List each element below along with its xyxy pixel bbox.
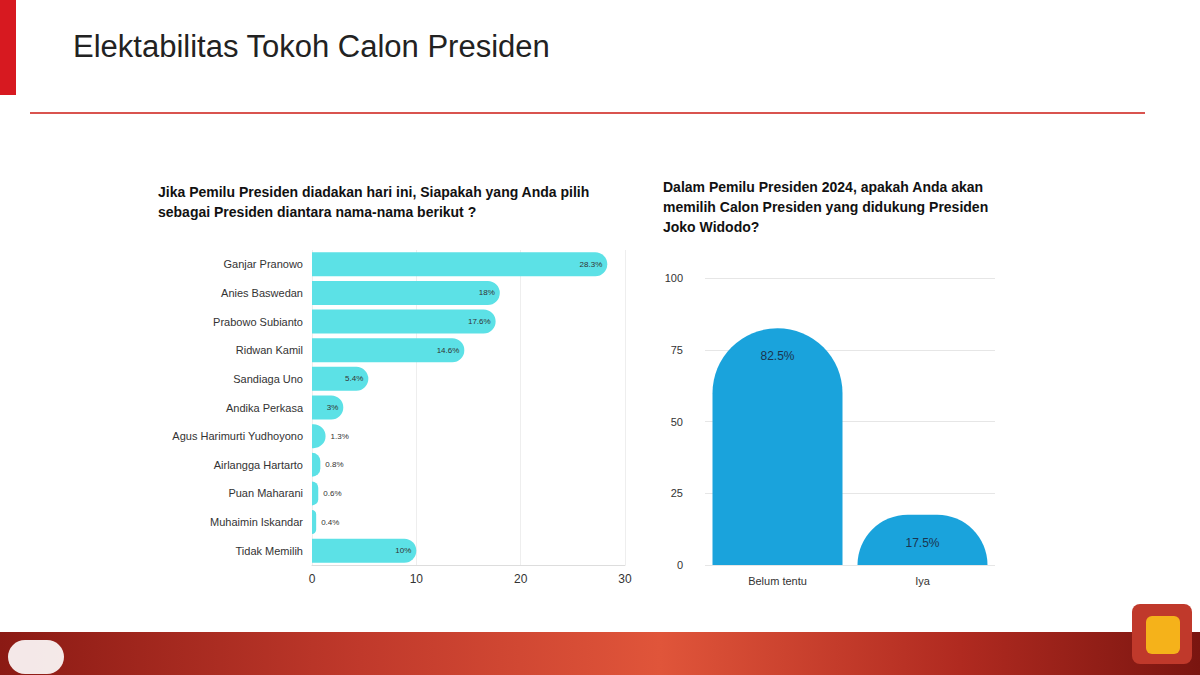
svg-text:Agus Harimurti Yudhoyono: Agus Harimurti Yudhoyono <box>172 430 303 442</box>
svg-text:17.5%: 17.5% <box>905 536 939 550</box>
svg-text:Airlangga Hartarto: Airlangga Hartarto <box>214 459 303 471</box>
svg-text:Ridwan Kamil: Ridwan Kamil <box>236 344 303 356</box>
svg-text:28.3%: 28.3% <box>580 260 603 269</box>
svg-text:memilih Calon Presiden yang di: memilih Calon Presiden yang didukung Pre… <box>663 199 992 215</box>
svg-text:Prabowo Subianto: Prabowo Subianto <box>213 316 303 328</box>
svg-text:0.8%: 0.8% <box>325 460 343 469</box>
svg-text:14.6%: 14.6% <box>437 346 460 355</box>
svg-text:Sandiaga Uno: Sandiaga Uno <box>233 373 303 385</box>
svg-text:Muhaimin Iskandar: Muhaimin Iskandar <box>210 516 303 528</box>
svg-text:82.5%: 82.5% <box>760 349 794 363</box>
svg-text:Jika Pemilu Presiden diadakan: Jika Pemilu Presiden diadakan hari ini, … <box>158 184 593 200</box>
svg-text:0: 0 <box>677 559 683 571</box>
svg-text:Iya: Iya <box>915 575 931 587</box>
svg-text:0: 0 <box>309 572 316 586</box>
svg-text:Elektabilitas Tokoh Calon Pres: Elektabilitas Tokoh Calon Presiden <box>73 29 550 64</box>
svg-text:25: 25 <box>671 487 683 499</box>
svg-text:18%: 18% <box>479 288 495 297</box>
svg-text:5.4%: 5.4% <box>345 374 363 383</box>
svg-text:10%: 10% <box>395 546 411 555</box>
svg-text:Andika Perkasa: Andika Perkasa <box>226 402 304 414</box>
svg-text:20: 20 <box>514 572 528 586</box>
svg-text:30: 30 <box>618 572 632 586</box>
svg-text:3%: 3% <box>327 403 339 412</box>
svg-text:50: 50 <box>671 416 683 428</box>
svg-text:sebagai Presiden diantara nama: sebagai Presiden diantara nama-nama beri… <box>158 204 476 220</box>
svg-text:10: 10 <box>410 572 424 586</box>
svg-text:Anies Baswedan: Anies Baswedan <box>221 287 303 299</box>
svg-text:100: 100 <box>665 272 683 284</box>
svg-text:75: 75 <box>671 344 683 356</box>
svg-text:Tidak Memilih: Tidak Memilih <box>236 545 303 557</box>
svg-text:0.4%: 0.4% <box>321 518 339 527</box>
svg-text:0.6%: 0.6% <box>323 489 341 498</box>
svg-text:Ganjar Pranowo: Ganjar Pranowo <box>224 258 304 270</box>
svg-text:17.6%: 17.6% <box>468 317 491 326</box>
svg-text:Joko Widodo?: Joko Widodo? <box>663 219 759 235</box>
svg-text:Puan Maharani: Puan Maharani <box>228 487 303 499</box>
svg-text:Dalam Pemilu Presiden 2024, ap: Dalam Pemilu Presiden 2024, apakah Anda … <box>663 179 987 195</box>
svg-text:Belum tentu: Belum tentu <box>748 575 807 587</box>
svg-text:1.3%: 1.3% <box>331 432 349 441</box>
